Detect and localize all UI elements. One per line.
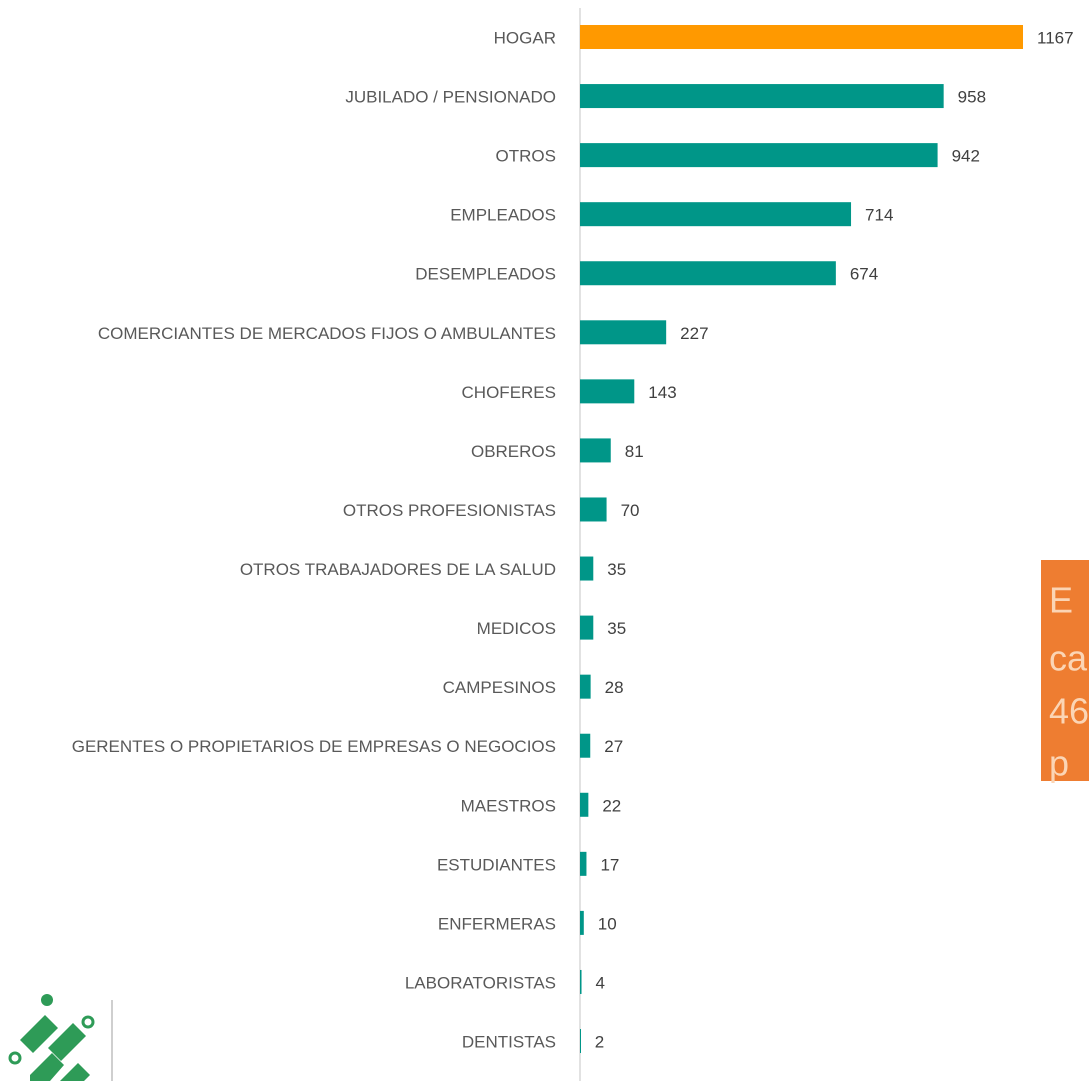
logo: [8, 994, 95, 1081]
category-label: EMPLEADOS: [450, 206, 556, 225]
data-label: 714: [865, 206, 893, 225]
bar: [580, 261, 836, 286]
category-label: MEDICOS: [477, 619, 556, 638]
category-label: MAESTROS: [461, 796, 556, 815]
data-label: 143: [648, 383, 676, 402]
category-label: ESTUDIANTES: [437, 855, 556, 874]
logo-dot: [41, 994, 53, 1006]
data-label: 28: [605, 678, 624, 697]
data-label: 958: [958, 88, 986, 107]
bar: [580, 910, 584, 935]
annotation-text: E: [1049, 580, 1073, 621]
category-label: ENFERMERAS: [438, 914, 556, 933]
annotation-text: p: [1049, 743, 1069, 784]
category-label: OBREROS: [471, 442, 556, 461]
logo-dot: [8, 1051, 22, 1065]
category-label: DESEMPLEADOS: [415, 265, 556, 284]
data-label: 35: [607, 619, 626, 638]
bar: [580, 202, 852, 227]
annotation-box: [1041, 560, 1089, 781]
category-label: OTROS: [496, 147, 556, 166]
data-label: 81: [625, 442, 644, 461]
category-label: OTROS PROFESIONISTAS: [343, 501, 556, 520]
logo-dot: [81, 1015, 95, 1029]
data-label: 942: [952, 147, 980, 166]
data-label: 227: [680, 324, 708, 343]
logo-shape: [20, 1015, 90, 1081]
category-label: CHOFERES: [462, 383, 556, 402]
data-label: 27: [604, 737, 623, 756]
category-label: HOGAR: [494, 28, 556, 47]
category-label: DENTISTAS: [462, 1033, 556, 1052]
bar: [580, 143, 938, 168]
bar: [580, 84, 944, 109]
category-label: GERENTES O PROPIETARIOS DE EMPRESAS O NE…: [72, 737, 556, 756]
data-label: 17: [600, 855, 619, 874]
data-label: 70: [621, 501, 640, 520]
category-label: LABORATORISTAS: [405, 973, 556, 992]
annotation-text: ca: [1049, 638, 1088, 679]
bar: [580, 969, 582, 994]
bar: [580, 438, 611, 463]
category-label: OTROS TRABAJADORES DE LA SALUD: [240, 560, 556, 579]
data-label: 674: [850, 265, 878, 284]
bar: [580, 792, 589, 817]
bar: [580, 733, 591, 758]
bar: [580, 556, 594, 581]
data-label: 10: [598, 914, 617, 933]
bar: [580, 615, 594, 640]
category-label: CAMPESINOS: [443, 678, 556, 697]
bar: [580, 379, 635, 404]
data-label: 22: [602, 796, 621, 815]
annotation-text: 46: [1049, 691, 1089, 732]
category-label: JUBILADO / PENSIONADO: [345, 88, 556, 107]
bar: [580, 25, 1023, 49]
category-label: COMERCIANTES DE MERCADOS FIJOS O AMBULAN…: [98, 324, 556, 343]
data-label: 35: [607, 560, 626, 579]
data-label: 2: [595, 1033, 604, 1052]
bar: [580, 1029, 581, 1054]
bar: [580, 851, 587, 876]
bar: [580, 674, 591, 699]
bar: [580, 320, 667, 345]
data-label: 1167: [1037, 28, 1074, 47]
data-label: 4: [596, 973, 605, 992]
bar: [580, 497, 607, 522]
